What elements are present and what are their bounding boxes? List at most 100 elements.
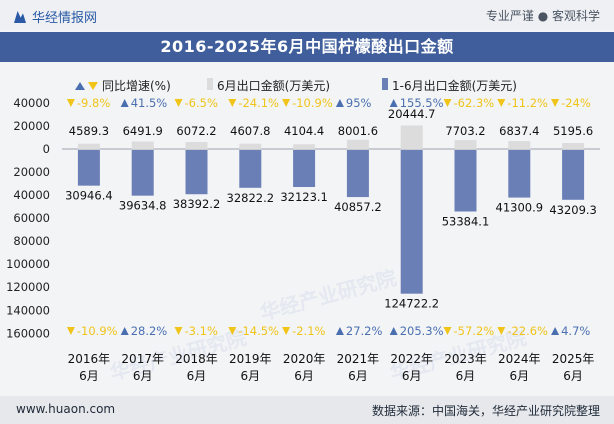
- tagline: 专业严谨 ● 客观科学: [485, 9, 600, 23]
- growth-ytd-label: 27.2%: [346, 324, 383, 338]
- growth-ytd-down-icon: [66, 327, 75, 335]
- x-tick-label-month: 6月: [133, 369, 153, 383]
- ytd-bar: [293, 150, 316, 188]
- footer-source: 数据来源：中国海关，华经产业研究院整理: [371, 404, 600, 418]
- june-bar: [346, 139, 369, 149]
- x-tick-label-month: 6月: [294, 369, 314, 383]
- brand-name: 华经情报网: [32, 11, 98, 26]
- y-tick-label: 20000: [13, 119, 50, 133]
- june-value-label: 4607.8: [230, 124, 270, 138]
- growth-june-label: -10.9%: [292, 96, 333, 110]
- growth-june-down-icon: [174, 99, 183, 107]
- x-tick-label-year: 2025年: [552, 352, 595, 366]
- june-value-label: 6491.9: [123, 124, 163, 138]
- june-value-label: 4104.4: [284, 124, 324, 138]
- june-bar: [77, 143, 100, 149]
- ytd-value-label: 43209.3: [549, 203, 597, 217]
- ytd-bar: [131, 150, 154, 196]
- x-tick-label-year: 2022年: [390, 352, 433, 366]
- growth-ytd-label: -3.1%: [185, 324, 218, 338]
- y-tick-label: 0: [43, 142, 50, 156]
- legend-up-triangle-icon: [75, 82, 85, 90]
- growth-june-down-icon: [282, 99, 291, 107]
- watermark-text: 华经产业研究院: [257, 266, 398, 325]
- ytd-bar: [185, 150, 208, 195]
- june-value-label: 4589.3: [69, 124, 109, 138]
- growth-ytd-up-icon: [120, 327, 129, 335]
- ytd-bar: [346, 150, 369, 198]
- legend-growth-label: 同比增速(%): [102, 79, 171, 93]
- june-bar: [239, 143, 262, 149]
- growth-june-label: -6.5%: [185, 96, 218, 110]
- ytd-value-label: 40857.2: [334, 200, 382, 214]
- y-tick-label: 40000: [13, 96, 50, 110]
- x-tick-label-year: 2019年: [229, 352, 272, 366]
- ytd-value-label: 30946.4: [65, 189, 113, 203]
- growth-ytd-down-icon: [282, 327, 291, 335]
- y-tick-label: 160000: [6, 326, 50, 340]
- legend-ytd-swatch: [382, 78, 388, 90]
- ytd-bar: [239, 150, 262, 188]
- growth-ytd-label: 28.2%: [131, 324, 168, 338]
- june-value-label: 20444.7: [388, 107, 436, 121]
- x-tick-label-year: 2017年: [121, 352, 164, 366]
- growth-ytd-label: -2.1%: [292, 324, 325, 338]
- ytd-value-label: 32822.2: [227, 191, 275, 205]
- growth-june-label: -24.1%: [238, 96, 279, 110]
- legend-ytd-label: 1-6月出口金额(万美元): [392, 78, 517, 93]
- growth-june-label: 95%: [346, 96, 372, 110]
- growth-june-label: -9.8%: [77, 96, 110, 110]
- june-bar: [562, 143, 585, 149]
- growth-ytd-down-icon: [228, 327, 237, 335]
- x-tick-label-month: 6月: [348, 369, 368, 383]
- top-bar: 华经情报网 专业严谨 ● 客观科学: [0, 0, 614, 30]
- brand: 华经情报网: [14, 7, 97, 26]
- y-tick-label: 80000: [13, 234, 50, 248]
- brand-logo-icon: [14, 11, 26, 23]
- legend-june-label: 6月出口金额(万美元): [217, 78, 330, 93]
- growth-ytd-down-icon: [443, 327, 452, 335]
- x-tick-label-month: 6月: [563, 369, 583, 383]
- growth-ytd-label: -10.9%: [77, 324, 118, 338]
- y-tick-label: 20000: [13, 165, 50, 179]
- growth-ytd-up-icon: [389, 327, 398, 335]
- june-value-label: 6837.4: [499, 124, 539, 138]
- x-tick-label-year: 2021年: [337, 352, 380, 366]
- legend-june-swatch: [207, 78, 213, 90]
- x-tick-label-year: 2018年: [175, 352, 218, 366]
- ytd-bar: [508, 150, 531, 198]
- june-value-label: 7703.2: [445, 124, 485, 138]
- growth-june-up-icon: [389, 99, 398, 107]
- y-tick-label: 120000: [6, 280, 50, 294]
- x-tick-label-year: 2016年: [68, 352, 111, 366]
- ytd-bar: [77, 150, 100, 186]
- june-bar: [508, 141, 531, 149]
- june-bar: [185, 142, 208, 149]
- growth-ytd-up-icon: [551, 327, 560, 335]
- ytd-value-label: 53384.1: [442, 214, 490, 228]
- growth-june-label: 41.5%: [131, 96, 168, 110]
- ytd-value-label: 124722.2: [384, 297, 439, 311]
- ytd-bar: [562, 150, 585, 200]
- footer: www.huaon.com 数据来源：中国海关，华经产业研究院整理: [0, 396, 614, 424]
- growth-june-label: -24%: [561, 96, 591, 110]
- growth-ytd-label: -22.6%: [507, 324, 548, 338]
- june-value-label: 8001.6: [338, 124, 378, 138]
- june-bar: [131, 141, 154, 149]
- june-bar: [400, 125, 423, 149]
- growth-june-down-icon: [497, 99, 506, 107]
- legend-down-triangle-icon: [88, 82, 98, 90]
- ytd-bar: [454, 150, 477, 212]
- x-tick-label-month: 6月: [402, 369, 422, 383]
- y-tick-label: 60000: [13, 211, 50, 225]
- chart-title: 2016-2025年6月中国柠檬酸出口金额: [0, 32, 614, 62]
- x-tick-label-year: 2020年: [283, 352, 326, 366]
- ytd-value-label: 32123.1: [280, 190, 328, 204]
- growth-ytd-up-icon: [335, 327, 344, 335]
- ytd-value-label: 39634.8: [119, 199, 167, 213]
- y-tick-label: 100000: [6, 257, 50, 271]
- x-tick-label-year: 2023年: [444, 352, 487, 366]
- footer-url: www.huaon.com: [16, 402, 116, 416]
- growth-june-up-icon: [335, 99, 344, 107]
